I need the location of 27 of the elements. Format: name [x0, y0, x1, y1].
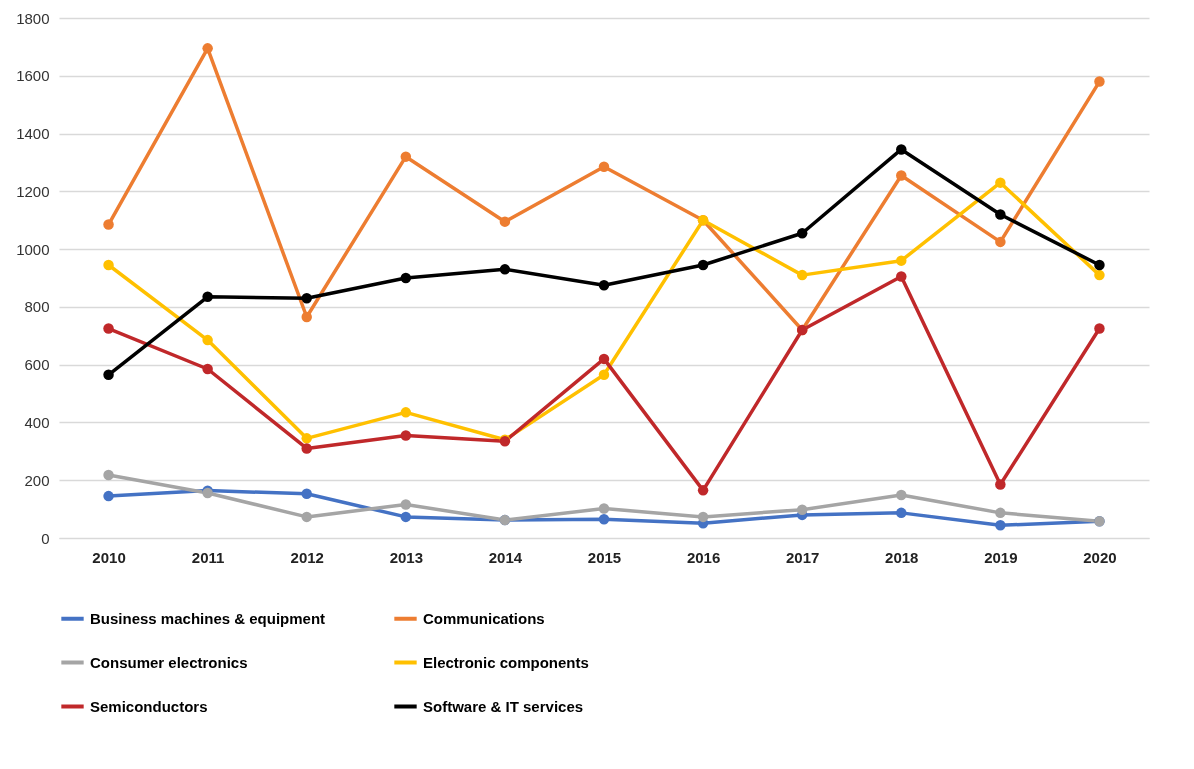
legend-label: Software & IT services — [423, 697, 584, 715]
y-tick-label: 1200 — [16, 182, 50, 200]
y-tick-label: 400 — [24, 413, 50, 431]
y-tick-label: 1600 — [16, 67, 50, 85]
legend-label: Business machines & equipment — [90, 609, 326, 627]
y-tick-label: 1000 — [16, 240, 50, 258]
legend-label: Consumer electronics — [90, 653, 248, 671]
x-tick-label: 2017 — [785, 548, 820, 566]
y-tick-label: 200 — [24, 471, 50, 489]
y-tick-label: 1800 — [16, 9, 50, 27]
x-tick-label: 2013 — [389, 548, 424, 566]
x-tick-label: 2019 — [984, 548, 1018, 566]
y-tick-label: 600 — [24, 356, 50, 374]
x-tick-label: 2015 — [587, 548, 622, 566]
legend-label: Semiconductors — [90, 697, 208, 715]
y-tick-label: 1400 — [16, 125, 50, 143]
x-tick-label: 2010 — [92, 548, 126, 566]
x-tick-label: 2011 — [191, 548, 225, 566]
y-tick-label: 800 — [24, 298, 50, 316]
x-tick-label: 2016 — [686, 548, 721, 566]
x-tick-label: 2018 — [885, 548, 919, 566]
x-tick-label: 2014 — [488, 548, 523, 566]
legend-label: Electronic components — [423, 653, 589, 671]
y-tick-label: 0 — [41, 529, 50, 547]
x-tick-label: 2020 — [1083, 548, 1117, 566]
legend-label: Communications — [423, 609, 545, 627]
x-tick-label: 2012 — [290, 548, 324, 566]
